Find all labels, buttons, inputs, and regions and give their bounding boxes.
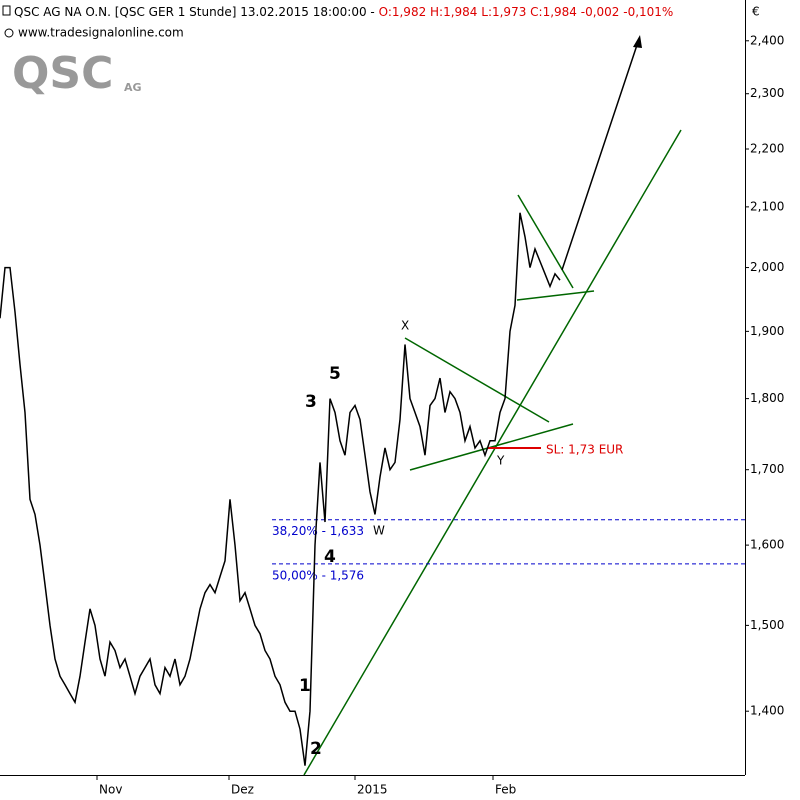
trend-line — [404, 337, 550, 423]
trend-line — [303, 129, 682, 776]
y-tick-label: 1,500 — [750, 618, 784, 632]
logo-suffix: AG — [124, 81, 142, 94]
quote: O:1,982 H:1,984 L:1,973 C:1,984 -0,002 -… — [379, 5, 674, 19]
point-label: Y — [496, 454, 505, 468]
point-label: X — [401, 319, 409, 333]
arrow-head — [633, 35, 642, 48]
trend-line — [516, 290, 595, 301]
arrow — [561, 41, 639, 271]
logo: QSC — [12, 48, 113, 99]
bar-icon — [2, 5, 11, 16]
title-text: QSC AG NA O.N. [QSC GER 1 Stunde] 13.02.… — [14, 5, 379, 19]
y-tick-label: 2,000 — [750, 260, 784, 274]
level-label: SL: 1,73 EUR — [546, 442, 623, 456]
chart-title: QSC AG NA O.N. [QSC GER 1 Stunde] 13.02.… — [14, 5, 673, 19]
wave-label: 1 — [299, 676, 311, 696]
level-label: 38,20% - 1,633 — [272, 524, 364, 538]
y-tick-label: 1,800 — [750, 391, 784, 405]
y-tick-label: 1,900 — [750, 324, 784, 338]
x-tick-label: 2015 — [357, 783, 388, 797]
point-label: W — [373, 524, 385, 538]
x-tick-label: Dez — [231, 783, 254, 797]
x-tick-label: Nov — [99, 783, 122, 797]
wave-label: 5 — [329, 364, 341, 384]
y-tick-label: 2,100 — [750, 199, 784, 213]
y-tick-label: 1,700 — [750, 462, 784, 476]
level-label: 50,00% - 1,576 — [272, 568, 364, 582]
trend-line — [517, 194, 574, 289]
y-tick-label: 1,400 — [750, 704, 784, 718]
wave-label: 3 — [305, 392, 317, 412]
y-tick-label: 2,300 — [750, 86, 784, 100]
y-tick-label: 2,400 — [750, 33, 784, 47]
x-tick-label: Feb — [495, 783, 516, 797]
y-tick-label: 1,600 — [750, 538, 784, 552]
annotations: 1 2 3 4 5 X Y W — [299, 319, 505, 760]
y-tick-label: 2,200 — [750, 142, 784, 156]
wave-label: 4 — [324, 547, 336, 567]
source: www.tradesignalonline.com — [18, 26, 184, 40]
source-icon — [4, 28, 14, 38]
price-line — [0, 212, 561, 766]
currency: € — [752, 5, 760, 19]
wave-label: 2 — [310, 739, 322, 759]
